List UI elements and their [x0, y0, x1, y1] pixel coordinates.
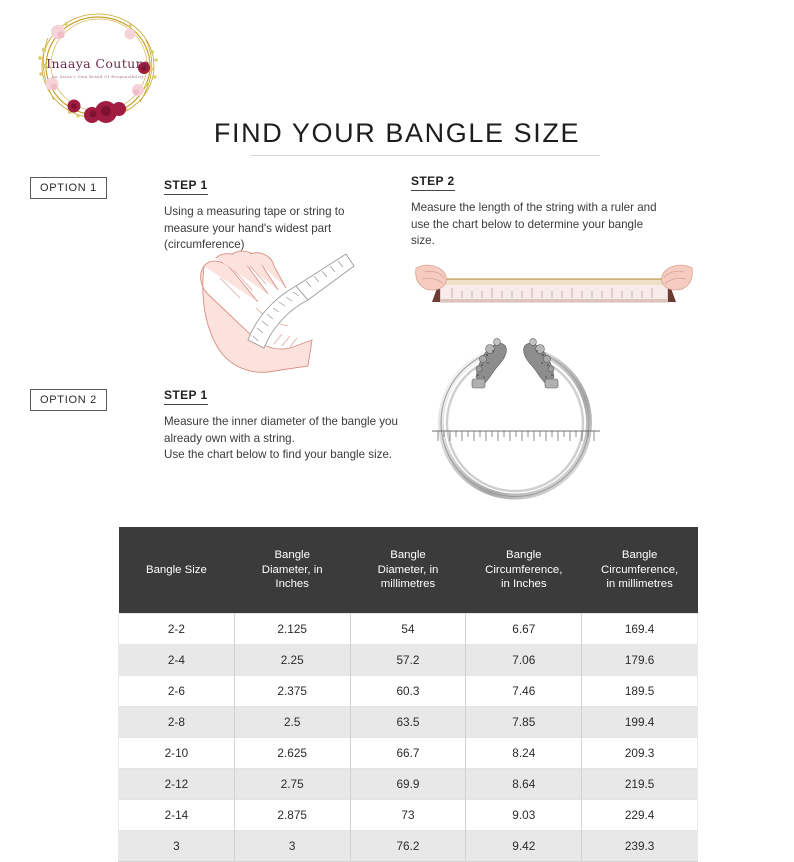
- table-cell: 2-14: [118, 799, 235, 831]
- column-header-circumference-mm: Bangle Circumference, in millimetres: [581, 527, 698, 614]
- table-cell: 9.03: [465, 799, 583, 831]
- table-cell: 60.3: [349, 675, 467, 707]
- table-cell: 54: [349, 613, 467, 645]
- column-header-diameter-mm: Bangle Diameter, in millimetres: [350, 527, 466, 614]
- silver-bangle-with-ruler-illustration: [424, 333, 606, 514]
- table-body: 2-2 2.125 54 6.67 169.4 2-4 2.25 57.2 7.06 179.6 2…: [118, 613, 698, 862]
- table-cell: 199.4: [581, 706, 698, 738]
- table-header-row: Bangle Size Bangle Diameter, in Inches B…: [118, 527, 698, 614]
- table-cell: 57.2: [349, 644, 467, 676]
- page-title: FIND YOUR BANGLE SIZE: [213, 118, 581, 148]
- table-cell: 2.125: [233, 613, 351, 645]
- table-cell: 2.375: [233, 675, 351, 707]
- option-1-badge: OPTION 1: [30, 177, 107, 199]
- table-cell: 179.6: [581, 644, 698, 676]
- table-cell: 66.7: [349, 737, 467, 769]
- table-cell: 73: [349, 799, 467, 831]
- title-divider: [250, 155, 600, 156]
- table-row: 2-4 2.25 57.2 7.06 179.6: [118, 644, 698, 676]
- table-cell: 3: [233, 830, 351, 862]
- option-1-step-1: STEP 1 Using a measuring tape or string …: [164, 176, 364, 254]
- table-cell: 6.67: [465, 613, 583, 645]
- table-cell: 7.46: [465, 675, 583, 707]
- table-cell: 209.3: [581, 737, 698, 769]
- table-cell: 2-2: [118, 613, 235, 645]
- hand-with-measuring-tape-illustration: [196, 248, 356, 383]
- table-row: 2-12 2.75 69.9 8.64 219.5: [118, 768, 698, 800]
- floral-wreath-logo: Inaaya Couture An Asian's Own Brand Of R…: [38, 13, 158, 123]
- table-cell: 7.06: [465, 644, 583, 676]
- table-cell: 2-8: [118, 706, 235, 738]
- step-body: Measure the inner diameter of the bangle…: [164, 415, 398, 461]
- table-row: 2-8 2.5 63.5 7.85 199.4: [118, 706, 698, 738]
- step-title: STEP 2: [411, 174, 455, 191]
- table-cell: 2.625: [233, 737, 351, 769]
- table-cell: 2-10: [118, 737, 235, 769]
- table-cell: 219.5: [581, 768, 698, 800]
- brand-name: Inaaya Couture: [46, 56, 150, 71]
- table-row: 2-14 2.875 73 9.03 229.4: [118, 799, 698, 831]
- table-cell: 63.5: [349, 706, 467, 738]
- table-cell: 239.3: [581, 830, 698, 862]
- table-cell: 2-4: [118, 644, 235, 676]
- table-cell: 9.42: [465, 830, 583, 862]
- column-header-circumference-inches: Bangle Circumference, in Inches: [465, 527, 582, 614]
- table-cell: 2-6: [118, 675, 235, 707]
- table-cell: 2.75: [233, 768, 351, 800]
- table-row: 3 3 76.2 9.42 239.3: [118, 830, 698, 862]
- brand-logo: Inaaya Couture An Asian's Own Brand Of R…: [18, 8, 178, 126]
- hands-holding-string-over-ruler-illustration: [414, 252, 694, 327]
- table-cell: 2-12: [118, 768, 235, 800]
- table-cell: 2.5: [233, 706, 351, 738]
- option-2-badge: OPTION 2: [30, 389, 107, 411]
- table-row: 2-6 2.375 60.3 7.46 189.5: [118, 675, 698, 707]
- column-header-diameter-inches: Bangle Diameter, in Inches: [234, 527, 351, 614]
- step-title: STEP 1: [164, 178, 208, 195]
- option-2-step-1: STEP 1 Measure the inner diameter of the…: [164, 386, 409, 464]
- brand-tagline: An Asian's Own Brand Of Responsibility: [51, 75, 144, 79]
- table-cell: 189.5: [581, 675, 698, 707]
- table-cell: 3: [118, 830, 235, 862]
- column-header-bangle-size: Bangle Size: [118, 527, 235, 614]
- table-cell: 8.64: [465, 768, 583, 800]
- step-body: Using a measuring tape or string to meas…: [164, 205, 345, 251]
- table-cell: 69.9: [349, 768, 467, 800]
- table-cell: 169.4: [581, 613, 698, 645]
- table-cell: 76.2: [349, 830, 467, 862]
- table-cell: 8.24: [465, 737, 583, 769]
- option-1-step-2: STEP 2 Measure the length of the string …: [411, 172, 661, 250]
- table-row: 2-10 2.625 66.7 8.24 209.3: [118, 737, 698, 769]
- table-cell: 7.85: [465, 706, 583, 738]
- step-title: STEP 1: [164, 388, 208, 405]
- step-body: Measure the length of the string with a …: [411, 201, 657, 247]
- table-cell: 2.875: [233, 799, 351, 831]
- table-cell: 2.25: [233, 644, 351, 676]
- bangle-size-chart: Bangle Size Bangle Diameter, in Inches B…: [118, 527, 698, 862]
- table-row: 2-2 2.125 54 6.67 169.4: [118, 613, 698, 645]
- table-cell: 229.4: [581, 799, 698, 831]
